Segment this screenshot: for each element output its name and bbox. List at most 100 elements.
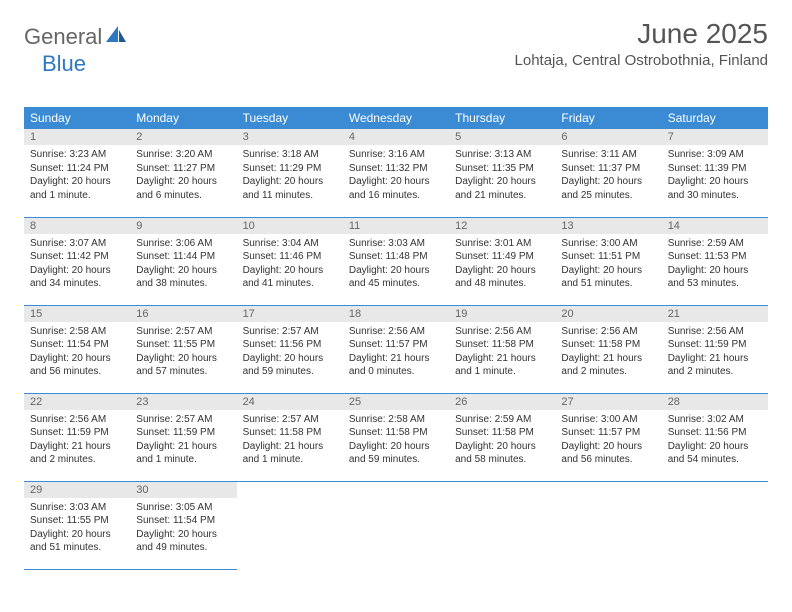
sunrise-text: Sunrise: 3:23 AM <box>30 148 124 162</box>
sunset-text: Sunset: 11:44 PM <box>136 250 230 264</box>
daylight-text: Daylight: 21 hours and 2 minutes. <box>668 352 762 379</box>
day-number: 27 <box>555 394 661 410</box>
sunrise-text: Sunrise: 2:56 AM <box>349 325 443 339</box>
sunrise-text: Sunrise: 3:11 AM <box>561 148 655 162</box>
sunset-text: Sunset: 11:24 PM <box>30 162 124 176</box>
daylight-text: Daylight: 20 hours and 53 minutes. <box>668 264 762 291</box>
daylight-text: Daylight: 20 hours and 45 minutes. <box>349 264 443 291</box>
day-number: 28 <box>662 394 768 410</box>
calendar-day-cell: 9Sunrise: 3:06 AMSunset: 11:44 PMDayligh… <box>130 217 236 305</box>
calendar-week-row: 8Sunrise: 3:07 AMSunset: 11:42 PMDayligh… <box>24 217 768 305</box>
sunset-text: Sunset: 11:59 PM <box>136 426 230 440</box>
daylight-text: Daylight: 20 hours and 56 minutes. <box>30 352 124 379</box>
day-details: Sunrise: 2:56 AMSunset: 11:57 PMDaylight… <box>343 322 449 383</box>
calendar-day-cell: 17Sunrise: 2:57 AMSunset: 11:56 PMDaylig… <box>237 305 343 393</box>
daylight-text: Daylight: 21 hours and 2 minutes. <box>561 352 655 379</box>
daylight-text: Daylight: 20 hours and 57 minutes. <box>136 352 230 379</box>
day-details: Sunrise: 3:11 AMSunset: 11:37 PMDaylight… <box>555 145 661 206</box>
sunrise-text: Sunrise: 2:58 AM <box>349 413 443 427</box>
calendar-day-cell: 30Sunrise: 3:05 AMSunset: 11:54 PMDaylig… <box>130 481 236 569</box>
calendar-day-cell: 20Sunrise: 2:56 AMSunset: 11:58 PMDaylig… <box>555 305 661 393</box>
sunrise-text: Sunrise: 2:56 AM <box>561 325 655 339</box>
day-details: Sunrise: 3:16 AMSunset: 11:32 PMDaylight… <box>343 145 449 206</box>
day-details: Sunrise: 3:20 AMSunset: 11:27 PMDaylight… <box>130 145 236 206</box>
day-details: Sunrise: 2:57 AMSunset: 11:59 PMDaylight… <box>130 410 236 471</box>
day-number: 14 <box>662 218 768 234</box>
day-details: Sunrise: 2:56 AMSunset: 11:59 PMDaylight… <box>24 410 130 471</box>
calendar-day-cell: 25 Sunrise: 2:58 AMSunset: 11:58 PMDaylig… <box>343 393 449 481</box>
calendar-day-cell: 19Sunrise: 2:56 AMSunset: 11:58 PMDaylig… <box>449 305 555 393</box>
daylight-text: Daylight: 20 hours and 51 minutes. <box>561 264 655 291</box>
calendar-day-cell: 2Sunrise: 3:20 AMSunset: 11:27 PMDayligh… <box>130 129 236 217</box>
sunrise-text: Sunrise: 3:13 AM <box>455 148 549 162</box>
daylight-text: Daylight: 20 hours and 49 minutes. <box>136 528 230 555</box>
daylight-text: Daylight: 20 hours and 59 minutes. <box>349 440 443 467</box>
sunset-text: Sunset: 11:59 PM <box>668 338 762 352</box>
day-number: 6 <box>555 129 661 145</box>
day-number: 24 <box>237 394 343 410</box>
col-saturday: Saturday <box>662 107 768 129</box>
day-details: Sunrise: 3:23 AMSunset: 11:24 PMDaylight… <box>24 145 130 206</box>
sunrise-text: Sunrise: 2:57 AM <box>243 325 337 339</box>
calendar-day-cell: 24Sunrise: 2:57 AMSunset: 11:58 PMDaylig… <box>237 393 343 481</box>
sunset-text: Sunset: 11:55 PM <box>30 514 124 528</box>
sunrise-text: Sunrise: 3:04 AM <box>243 237 337 251</box>
calendar-day-cell: 5Sunrise: 3:13 AMSunset: 11:35 PMDayligh… <box>449 129 555 217</box>
day-number: 5 <box>449 129 555 145</box>
sunrise-text: Sunrise: 3:20 AM <box>136 148 230 162</box>
calendar-day-cell: 7Sunrise: 3:09 AMSunset: 11:39 PMDayligh… <box>662 129 768 217</box>
daylight-text: Daylight: 20 hours and 41 minutes. <box>243 264 337 291</box>
calendar-table: Sunday Monday Tuesday Wednesday Thursday… <box>24 107 768 570</box>
day-details: Sunrise: 3:03 AMSunset: 11:48 PMDaylight… <box>343 234 449 295</box>
day-details: Sunrise: 2:59 AMSunset: 11:58 PMDaylight… <box>449 410 555 471</box>
daylight-text: Daylight: 21 hours and 0 minutes. <box>349 352 443 379</box>
col-wednesday: Wednesday <box>343 107 449 129</box>
sunset-text: Sunset: 11:27 PM <box>136 162 230 176</box>
sunset-text: Sunset: 11:58 PM <box>455 426 549 440</box>
logo: General <box>24 18 128 50</box>
sunset-text: Sunset: 11:42 PM <box>30 250 124 264</box>
calendar-body: 1Sunrise: 3:23 AMSunset: 11:24 PMDayligh… <box>24 129 768 569</box>
sunrise-text: Sunrise: 2:58 AM <box>30 325 124 339</box>
calendar-day-cell: 4Sunrise: 3:16 AMSunset: 11:32 PMDayligh… <box>343 129 449 217</box>
sunset-text: Sunset: 11:55 PM <box>136 338 230 352</box>
calendar-day-cell: 15Sunrise: 2:58 AMSunset: 11:54 PMDaylig… <box>24 305 130 393</box>
daylight-text: Daylight: 20 hours and 54 minutes. <box>668 440 762 467</box>
day-details: Sunrise: 3:04 AMSunset: 11:46 PMDaylight… <box>237 234 343 295</box>
sunrise-text: Sunrise: 3:02 AM <box>668 413 762 427</box>
day-number: 23 <box>130 394 236 410</box>
calendar-week-row: 1Sunrise: 3:23 AMSunset: 11:24 PMDayligh… <box>24 129 768 217</box>
sunrise-text: Sunrise: 2:59 AM <box>668 237 762 251</box>
sunset-text: Sunset: 11:57 PM <box>561 426 655 440</box>
calendar-day-cell: 21Sunrise: 2:56 AMSunset: 11:59 PMDaylig… <box>662 305 768 393</box>
day-details: Sunrise: 2:57 AMSunset: 11:58 PMDaylight… <box>237 410 343 471</box>
day-details: Sunrise: 3:13 AMSunset: 11:35 PMDaylight… <box>449 145 555 206</box>
daylight-text: Daylight: 20 hours and 25 minutes. <box>561 175 655 202</box>
sunset-text: Sunset: 11:58 PM <box>349 426 443 440</box>
calendar-day-cell <box>555 481 661 569</box>
day-number: 15 <box>24 306 130 322</box>
day-details: Sunrise: 3:01 AMSunset: 11:49 PMDaylight… <box>449 234 555 295</box>
calendar-week-row: 15Sunrise: 2:58 AMSunset: 11:54 PMDaylig… <box>24 305 768 393</box>
day-header-row: Sunday Monday Tuesday Wednesday Thursday… <box>24 107 768 129</box>
sunset-text: Sunset: 11:58 PM <box>243 426 337 440</box>
calendar-week-row: 29Sunrise: 3:03 AMSunset: 11:55 PMDaylig… <box>24 481 768 569</box>
sunset-text: Sunset: 11:29 PM <box>243 162 337 176</box>
col-sunday: Sunday <box>24 107 130 129</box>
calendar-day-cell: 16Sunrise: 2:57 AMSunset: 11:55 PMDaylig… <box>130 305 236 393</box>
day-number: 30 <box>130 482 236 498</box>
daylight-text: Daylight: 20 hours and 21 minutes. <box>455 175 549 202</box>
sunrise-text: Sunrise: 2:57 AM <box>243 413 337 427</box>
day-details: Sunrise: 3:02 AMSunset: 11:56 PMDaylight… <box>662 410 768 471</box>
sunrise-text: Sunrise: 3:06 AM <box>136 237 230 251</box>
day-number: 11 <box>343 218 449 234</box>
col-tuesday: Tuesday <box>237 107 343 129</box>
calendar-day-cell: 23Sunrise: 2:57 AMSunset: 11:59 PMDaylig… <box>130 393 236 481</box>
day-number: 25 <box>343 394 449 410</box>
day-number: 19 <box>449 306 555 322</box>
day-number: 4 <box>343 129 449 145</box>
day-number: 16 <box>130 306 236 322</box>
sunset-text: Sunset: 11:56 PM <box>243 338 337 352</box>
calendar-day-cell: 27Sunrise: 3:00 AMSunset: 11:57 PMDaylig… <box>555 393 661 481</box>
sunset-text: Sunset: 11:46 PM <box>243 250 337 264</box>
